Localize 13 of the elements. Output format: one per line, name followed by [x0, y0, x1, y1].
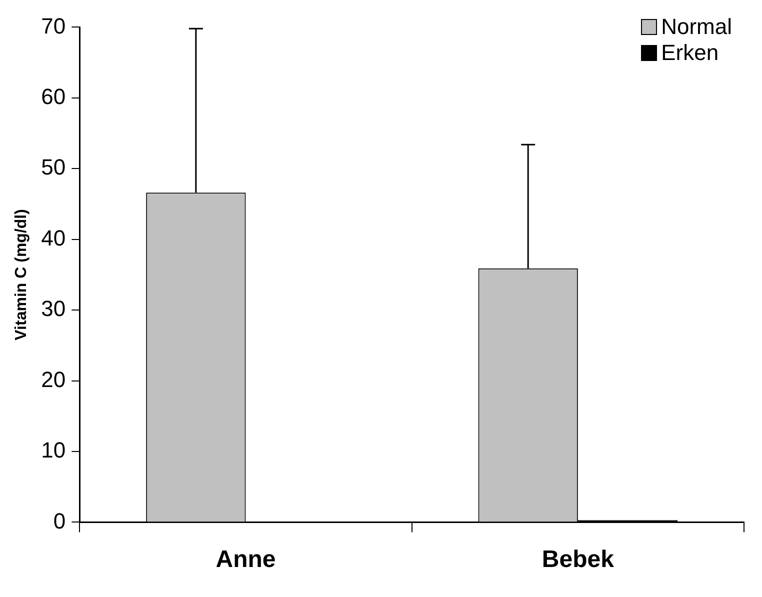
y-tick-label: 50 — [41, 154, 66, 180]
legend-label: Erken — [661, 40, 719, 66]
legend-label: Normal — [661, 14, 732, 40]
y-tick-label: 30 — [41, 296, 66, 322]
y-axis-title: Vitamin C (mg/dl) — [13, 209, 30, 340]
y-tick-label: 40 — [41, 225, 66, 250]
x-tick-label: Anne — [216, 546, 276, 574]
y-tick-label: 70 — [41, 13, 66, 38]
y-tick-label: 60 — [41, 84, 66, 109]
y-tick-label: 20 — [41, 366, 66, 392]
y-tick-label: 10 — [41, 438, 66, 463]
x-tick-label: Bebek — [542, 546, 615, 574]
y-tick-label: 0 — [53, 508, 66, 534]
